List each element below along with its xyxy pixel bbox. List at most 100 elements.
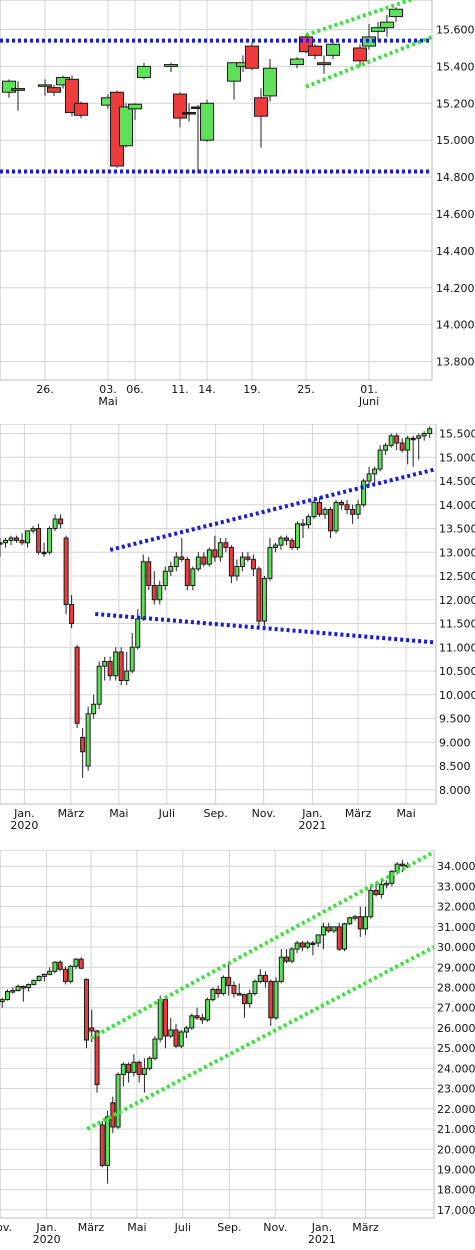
candle-body-up — [47, 970, 53, 975]
candle — [289, 947, 295, 964]
y-tick-label: 14.000 — [439, 499, 475, 512]
candle-body-up — [8, 537, 14, 541]
candle — [421, 431, 427, 441]
candle — [131, 1054, 137, 1077]
y-tick-label: 34.000 — [437, 860, 475, 873]
y-tick-label: 9.000 — [439, 736, 471, 749]
candle — [184, 557, 190, 591]
candle — [226, 963, 232, 996]
candle-body-down — [47, 87, 61, 93]
candle-body-up — [290, 58, 304, 66]
candle-body-up — [227, 62, 241, 82]
y-tick-label: 14.500 — [439, 475, 475, 488]
candle-body-down — [250, 558, 256, 570]
candle — [14, 535, 20, 543]
candle-body-up — [311, 501, 317, 518]
candle-body-down — [14, 537, 20, 541]
candle — [416, 433, 422, 460]
candle — [199, 1013, 205, 1024]
x-tick-label: März — [78, 1221, 105, 1234]
candle-body-down — [263, 974, 269, 982]
candle-body-down — [179, 556, 185, 560]
candle-body-down — [226, 976, 232, 986]
candle — [0, 538, 3, 557]
x-tick-label: 14. — [198, 383, 216, 396]
candle-body-down — [399, 863, 405, 867]
candle-body-down — [83, 978, 89, 1041]
gridlines — [0, 850, 434, 1218]
y-tick-label: 15.600 — [436, 24, 475, 37]
candle-body-down — [146, 561, 152, 586]
x-tick-label: 11. — [171, 383, 189, 396]
candle-body-down — [19, 539, 25, 544]
candle — [294, 521, 300, 550]
candle — [126, 1062, 132, 1083]
x-tick-label: Nov. — [263, 1221, 287, 1234]
candle-body-down — [173, 1029, 179, 1047]
candle-body-up — [15, 985, 21, 992]
candle-body-down — [308, 45, 322, 56]
trend-line — [86, 945, 435, 1131]
candle-body-up — [25, 530, 31, 544]
candle-body-down — [299, 942, 305, 948]
x-tick-label: Mai — [396, 807, 415, 820]
gridlines — [0, 0, 432, 380]
x-tick-label: März — [345, 807, 372, 820]
candle-body-up — [30, 528, 36, 532]
candle-body-down — [373, 889, 379, 895]
candle-body-down — [326, 926, 332, 932]
candle — [299, 940, 305, 952]
x-axis: Nov.Jan.2020MärzMaiJuliSep.Nov.Jan.2021M… — [0, 1221, 379, 1246]
x-tick-label: Sep. — [217, 1221, 241, 1234]
candle — [223, 538, 229, 553]
trend-line — [95, 612, 437, 645]
y-tick-label: 23.000 — [437, 1083, 475, 1096]
candle-body-up — [377, 449, 383, 470]
x-tick-label: 19. — [243, 383, 261, 396]
candle-body-up — [388, 435, 394, 446]
candle-body-down — [151, 585, 157, 601]
candle-body-up — [331, 926, 337, 932]
candle-body-up — [135, 618, 141, 648]
candle — [384, 880, 390, 889]
candle — [146, 557, 152, 591]
candle-body-down — [245, 45, 259, 69]
candle — [347, 916, 353, 925]
candle — [289, 538, 295, 550]
candle — [5, 989, 11, 1001]
candle-body-up — [113, 651, 119, 677]
candle-body-up — [38, 84, 52, 87]
candle — [212, 535, 218, 562]
candle — [57, 960, 63, 972]
candle — [15, 984, 21, 992]
candle — [173, 1023, 179, 1049]
candle-body-up — [68, 965, 74, 982]
candle-body-down — [336, 926, 342, 950]
candle-body-up — [0, 542, 3, 545]
x-tick-label: Juli — [158, 807, 175, 820]
candle-body-down — [283, 537, 289, 541]
candle — [328, 507, 334, 538]
candle-body-up — [278, 956, 284, 982]
candle-body-down — [215, 989, 221, 995]
y-tick-label: 11.500 — [439, 618, 475, 631]
candle-body-down — [339, 501, 345, 506]
y-tick-label: 12.000 — [439, 594, 475, 607]
candle — [284, 949, 290, 964]
candle — [227, 62, 241, 100]
candle-body-up — [184, 1027, 190, 1033]
candle — [308, 44, 322, 60]
candle-body-up — [26, 983, 32, 988]
candle-body-up — [206, 549, 212, 565]
y-axis: 17.000 18.000 19.000 20.000 21.000 22.000 23.0… — [437, 860, 475, 1217]
x-tick-label: Mai — [109, 807, 128, 820]
candle — [135, 609, 141, 650]
candle — [378, 880, 384, 899]
candle — [350, 504, 356, 524]
candle — [331, 926, 337, 933]
candle — [231, 981, 237, 998]
y-tick-label: 13.500 — [439, 523, 475, 536]
candle — [173, 92, 187, 128]
candle-body-down — [94, 1030, 100, 1086]
candle-body-down — [317, 62, 331, 66]
